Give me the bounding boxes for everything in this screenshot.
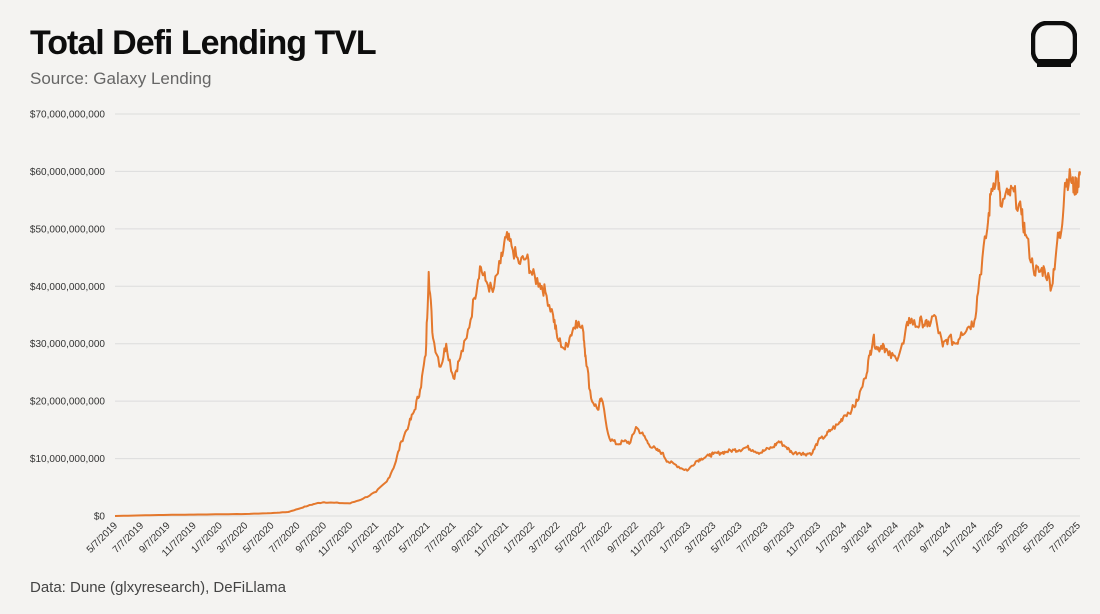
grid-lines xyxy=(115,113,1080,517)
galaxy-logo-icon xyxy=(1031,21,1077,67)
y-tick-label: $10,000,000,000 xyxy=(30,454,106,465)
series-line-total-defi-lending-tvl xyxy=(114,168,1081,517)
y-tick-label: $60,000,000,000 xyxy=(30,167,106,178)
y-tick-label: $50,000,000,000 xyxy=(30,224,106,235)
y-tick-label: $20,000,000,000 xyxy=(30,397,106,408)
y-tick-label: $0 xyxy=(94,512,106,523)
y-tick-label: $30,000,000,000 xyxy=(30,339,106,350)
y-tick-label: $70,000,000,000 xyxy=(30,110,106,121)
chart-subtitle: Source: Galaxy Lending xyxy=(30,69,212,88)
y-axis-ticks: $0 $10,000,000,000 $20,000,000,000 $30,000,… xyxy=(30,110,106,523)
tvl-line-chart: $0 $10,000,000,000 $20,000,000,000 $30,000,… xyxy=(30,110,1083,560)
x-axis-ticks: 5/7/20197/7/20199/7/201911/7/20191/7/202… xyxy=(85,520,1083,559)
y-tick-label: $40,000,000,000 xyxy=(30,282,106,293)
data-source-footer: Data: Dune (glxyresearch), DeFiLlama xyxy=(30,579,286,596)
chart-title: Total Defi Lending TVL xyxy=(30,24,377,62)
